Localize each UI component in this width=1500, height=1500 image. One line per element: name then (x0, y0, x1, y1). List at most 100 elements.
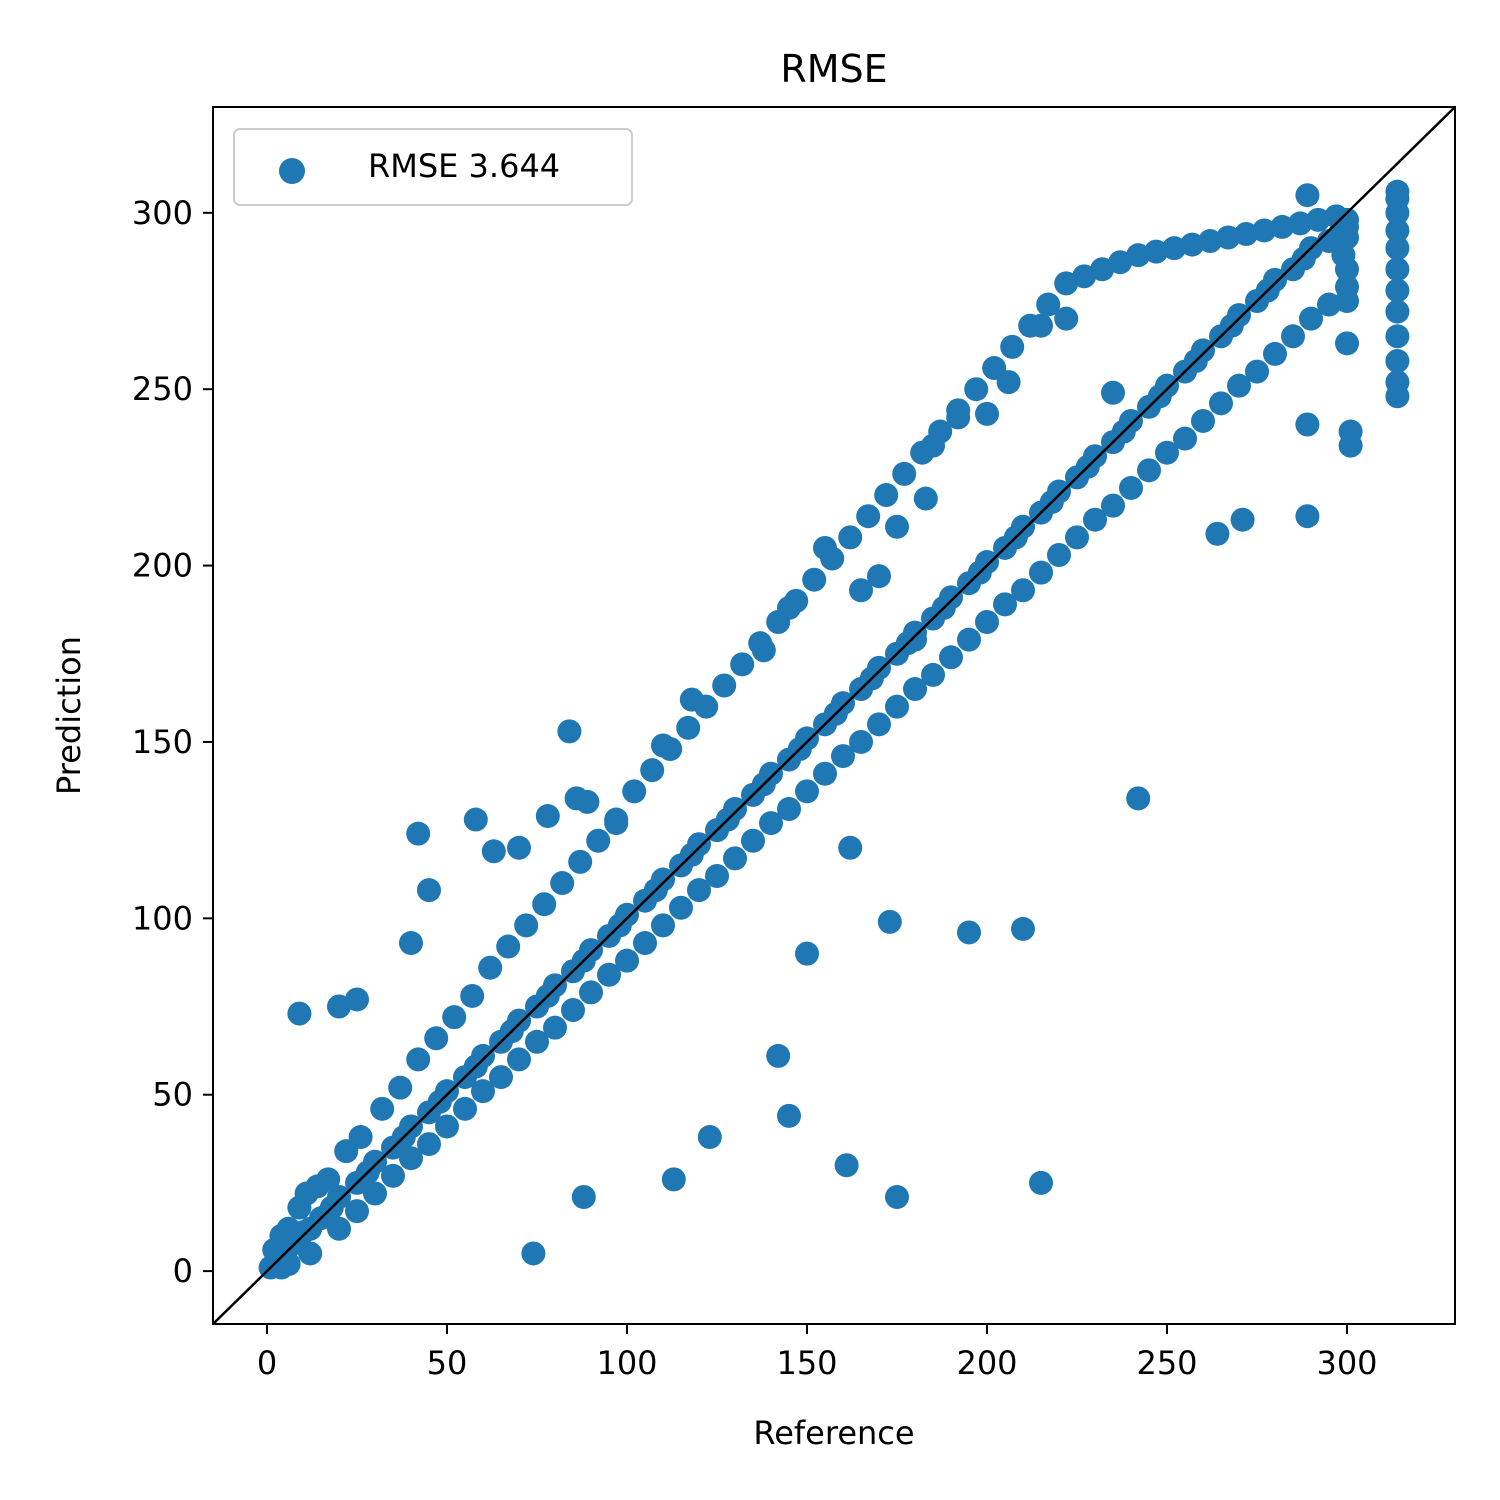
data-point (712, 673, 737, 698)
data-point (543, 1015, 567, 1040)
data-point (345, 987, 369, 1012)
data-point (535, 804, 560, 829)
data-point (831, 744, 855, 769)
data-point (1155, 440, 1179, 465)
data-point (298, 1241, 323, 1266)
data-point (507, 1047, 531, 1072)
data-point (834, 1153, 859, 1178)
data-point (525, 1029, 549, 1054)
x-tick-label: 300 (1316, 1344, 1377, 1382)
data-point (1299, 306, 1323, 331)
data-point (550, 871, 575, 896)
data-point (543, 973, 567, 998)
data-point (838, 835, 863, 860)
data-point (669, 895, 693, 920)
y-tick-label: 150 (132, 723, 193, 761)
data-point (399, 931, 423, 956)
data-point (1083, 444, 1107, 469)
x-tick-label: 150 (776, 1344, 837, 1382)
data-point (1108, 250, 1133, 275)
data-point (571, 1185, 596, 1210)
data-point (877, 909, 902, 934)
legend-label: RMSE 3.644 (368, 147, 560, 185)
data-point (453, 1096, 477, 1121)
data-point (1191, 338, 1215, 363)
data-point (399, 1114, 423, 1139)
data-point (575, 789, 600, 814)
data-point (795, 941, 819, 966)
data-point (1295, 183, 1320, 208)
data-point (370, 1096, 395, 1121)
data-point (849, 729, 873, 754)
x-tick-label: 200 (956, 1344, 1017, 1382)
data-point (867, 655, 891, 680)
data-point (363, 1181, 387, 1206)
data-point (777, 1103, 801, 1128)
data-point (795, 726, 819, 751)
data-point (1083, 507, 1107, 532)
data-point (831, 691, 855, 716)
data-point (723, 846, 747, 871)
data-point (1385, 257, 1410, 282)
data-point (1385, 299, 1410, 324)
data-point (687, 832, 711, 857)
data-point (759, 761, 783, 786)
data-point (975, 610, 999, 635)
data-point (964, 377, 989, 402)
data-point (903, 627, 927, 652)
data-point (921, 662, 945, 687)
y-tick-label: 0 (173, 1252, 193, 1290)
data-point (1263, 341, 1287, 366)
data-point (615, 902, 639, 927)
data-point (604, 811, 629, 836)
data-point (885, 1185, 909, 1210)
data-point (435, 1114, 459, 1139)
data-point (327, 1216, 351, 1241)
data-point (327, 1185, 351, 1210)
data-point (1385, 218, 1410, 243)
data-point (1385, 324, 1410, 349)
data-point (287, 1001, 312, 1026)
data-point (1335, 289, 1359, 314)
data-point (885, 694, 909, 719)
data-point (1137, 458, 1161, 483)
data-point (1144, 239, 1169, 264)
data-point (1162, 236, 1187, 261)
data-point (435, 1079, 459, 1104)
data-point (1054, 271, 1079, 296)
data-point (1234, 221, 1259, 246)
data-point (679, 687, 704, 712)
data-point (507, 835, 531, 860)
data-point (975, 401, 999, 426)
data-point (856, 504, 881, 529)
data-point (1335, 207, 1359, 232)
data-point (442, 1005, 467, 1030)
data-point (1126, 786, 1151, 811)
data-point (1245, 359, 1269, 384)
data-point (1270, 214, 1295, 239)
data-point (1385, 348, 1410, 373)
data-point (1198, 229, 1223, 254)
data-point (417, 878, 441, 903)
data-point (723, 796, 747, 821)
data-point (1216, 225, 1241, 250)
data-point (766, 1043, 791, 1068)
data-point (1385, 278, 1410, 303)
x-axis-ticks: 0 50 100 150 200 250 300 (257, 1324, 1378, 1382)
data-point (661, 1167, 686, 1192)
data-point (1173, 426, 1197, 451)
data-point (1011, 578, 1035, 603)
data-point (633, 931, 657, 956)
data-point (975, 550, 999, 575)
data-point (1331, 243, 1356, 268)
data-point (795, 779, 819, 804)
data-point (1126, 243, 1151, 268)
data-point (903, 677, 927, 702)
data-point (687, 878, 711, 903)
data-point (1230, 507, 1255, 532)
data-point (521, 1241, 546, 1266)
identity-reference-line (212, 106, 1456, 1325)
data-point (345, 1199, 369, 1224)
data-point (1252, 218, 1277, 243)
data-point (1263, 267, 1287, 292)
